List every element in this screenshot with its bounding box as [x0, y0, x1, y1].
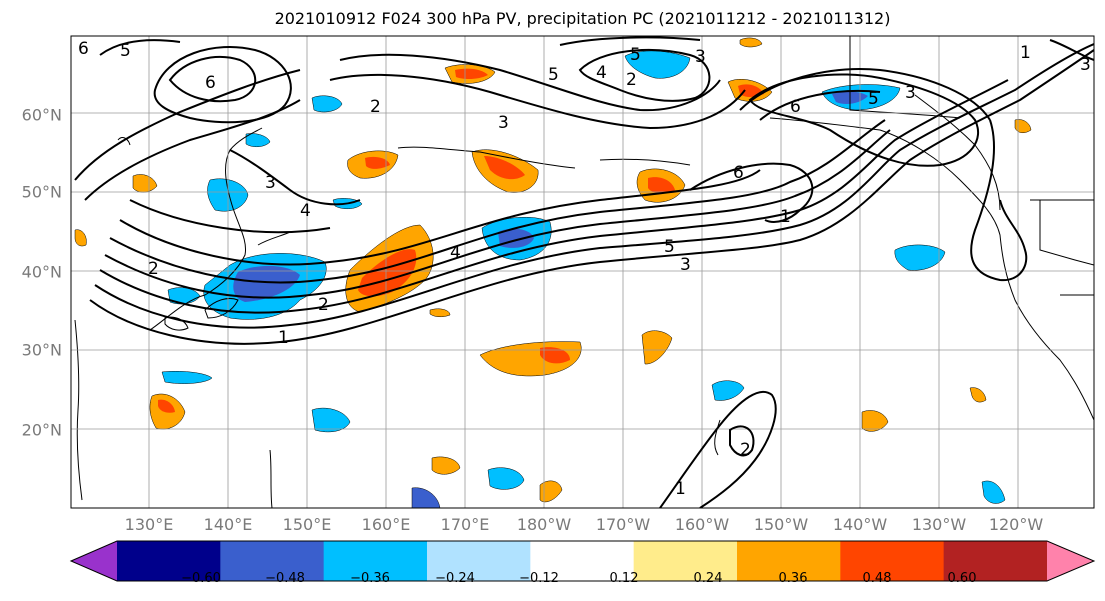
lat-label: 20°N [21, 420, 62, 440]
precip-negative-anomalies [161, 50, 1006, 508]
contour-label: 6 [790, 97, 801, 117]
contour-label: 6 [733, 163, 744, 183]
colorbar-tick-label: 0.24 [693, 571, 723, 586]
lon-label: 170°W [595, 515, 651, 534]
colorbar-tick-label: −0.36 [350, 571, 390, 586]
contour-label: 4 [596, 63, 607, 83]
colorbar-extend-high [1047, 541, 1094, 581]
colorbar [69, 540, 1096, 582]
colorbar-tick-label: −0.60 [181, 571, 221, 586]
colorbar-segment [220, 541, 325, 581]
contour-label: 3 [1080, 55, 1091, 75]
lon-label: 130°W [911, 515, 967, 534]
contour-label: 3 [695, 47, 706, 67]
lat-label: 50°N [21, 182, 62, 202]
lon-label: 150°W [753, 515, 809, 534]
contour-label: 3 [498, 113, 509, 133]
lon-label: 140°W [832, 515, 888, 534]
gridlines [71, 36, 1094, 508]
contour-label: 5 [664, 237, 675, 257]
contour-label: 2 [318, 295, 329, 315]
contour-label: 6 [78, 39, 89, 59]
colorbar-tick-label: 0.12 [609, 571, 639, 586]
lon-label: 150°E [282, 515, 332, 534]
colorbar-extend-low [71, 541, 117, 581]
colorbar-tick-label: 0.36 [778, 571, 808, 586]
contour-label: 6 [205, 73, 216, 93]
lon-label: 180°W [516, 515, 572, 534]
lon-label: 130°E [124, 515, 174, 534]
colorbar-segment [633, 541, 738, 581]
map-title: 2021010912 F024 300 hPa PV, precipitatio… [274, 9, 891, 28]
colorbar-segment [530, 541, 635, 581]
pv-contour-labels: 1 2 3 4 5 6 5 2 3 3 4 1 2 3 1 5 6 5 3 4 … [78, 39, 1091, 499]
contour-label: 3 [265, 173, 276, 193]
contour-label: 1 [278, 328, 289, 348]
colorbar-tick-label: −0.12 [519, 571, 559, 586]
contour-label: 5 [548, 65, 559, 85]
contour-label: 1 [675, 479, 686, 499]
contour-label: 2 [148, 259, 159, 279]
contour-label: 2 [626, 70, 637, 90]
lon-label: 160°W [674, 515, 730, 534]
colorbar-segment [117, 541, 221, 581]
lon-label: 120°W [988, 515, 1044, 534]
contour-label: 1 [1020, 43, 1031, 63]
lon-label: 160°E [361, 515, 411, 534]
contour-label: 5 [630, 45, 641, 65]
colorbar-segment [323, 541, 428, 581]
contour-label: 4 [300, 201, 311, 221]
contour-label: 4 [450, 243, 461, 263]
colorbar-tick-label: −0.48 [265, 571, 305, 586]
colorbar-tick-label: 0.60 [947, 571, 977, 586]
contour-label: 2 [740, 440, 751, 460]
contour-label: 5 [868, 89, 879, 109]
lat-label: 40°N [21, 262, 62, 282]
colorbar-tick-label: −0.24 [435, 571, 475, 586]
contour-label: 5 [120, 41, 131, 61]
lon-label: 170°E [440, 515, 490, 534]
lat-label: 60°N [21, 105, 62, 125]
contour-label: 2 [370, 97, 381, 117]
colorbar-segment [427, 541, 531, 581]
colorbar-outline [69, 540, 1096, 582]
map-frame [70, 35, 1095, 509]
contour-label: 1 [780, 207, 791, 227]
lon-label: 140°E [203, 515, 253, 534]
colorbar-segment [737, 541, 841, 581]
colorbar-tick-label: 0.48 [862, 571, 892, 586]
contour-label: 3 [680, 255, 691, 275]
colorbar-segment [943, 541, 1048, 581]
pv-contours [74, 36, 1094, 508]
contour-label: 3 [905, 83, 916, 103]
lat-label: 30°N [21, 340, 62, 360]
colorbar-segment [840, 541, 945, 581]
